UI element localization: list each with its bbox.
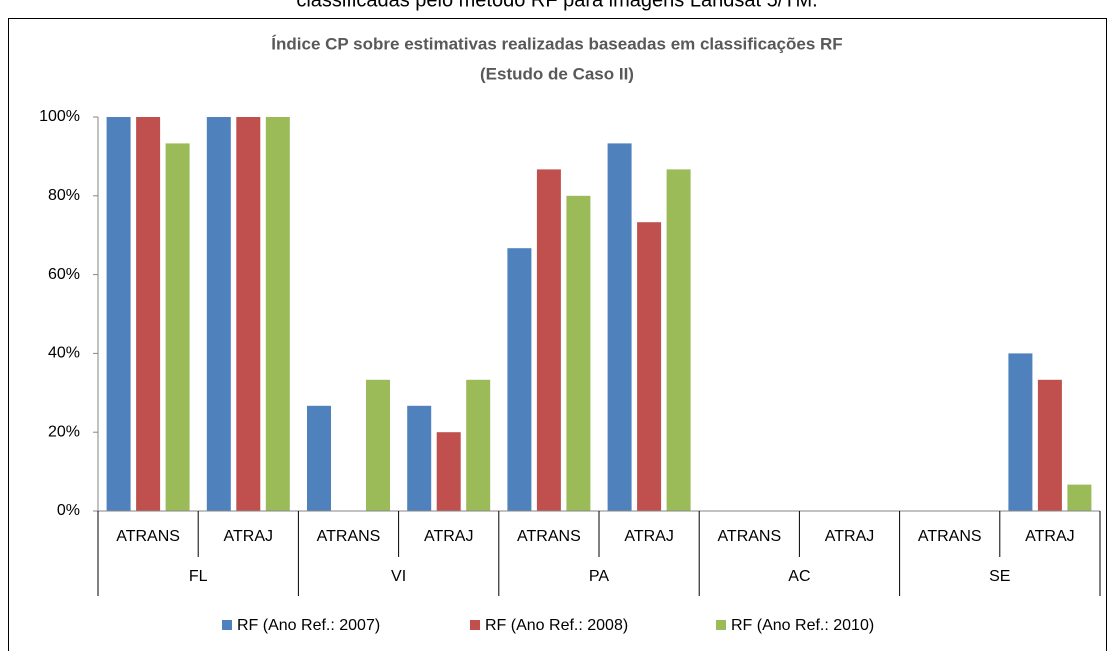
bar <box>666 169 691 512</box>
bar <box>407 405 432 511</box>
bar <box>607 143 632 511</box>
legend-swatch <box>716 620 726 630</box>
bar <box>366 379 390 511</box>
bar <box>1037 379 1062 511</box>
bar <box>106 117 131 511</box>
x-tick-label: ATRANS <box>918 528 982 545</box>
bar <box>507 248 532 511</box>
x-group-label: SE <box>989 568 1010 585</box>
x-tick-label: ATRANS <box>116 528 180 545</box>
x-group-label: VI <box>391 568 406 585</box>
bar <box>236 117 261 511</box>
bar <box>307 405 331 511</box>
x-tick-label: ATRANS <box>717 528 781 545</box>
bar <box>566 195 591 512</box>
legend-swatch <box>222 620 232 630</box>
x-tick-label: ATRAJ <box>224 528 273 545</box>
bar <box>136 117 161 511</box>
y-tick-label: 0% <box>57 502 80 519</box>
bar <box>1067 484 1092 511</box>
y-tick-label: 100% <box>39 108 80 125</box>
bar <box>637 222 662 511</box>
x-group-label: FL <box>189 568 208 585</box>
x-group-label: PA <box>589 568 609 585</box>
bar <box>206 117 231 511</box>
legend-label: RF (Ano Ref.: 2007) <box>237 617 380 634</box>
x-tick-label: ATRANS <box>317 528 381 545</box>
x-tick-label: ATRAJ <box>825 528 874 545</box>
bar <box>265 117 290 511</box>
chart-title: Índice CP sobre estimativas realizadas b… <box>271 34 842 53</box>
bar <box>536 169 561 512</box>
x-group-label: AC <box>788 568 810 585</box>
caption: classificadas pelo método RF para imagen… <box>296 0 817 11</box>
chart-title: (Estudo de Caso II) <box>480 64 634 83</box>
y-tick-label: 80% <box>48 187 80 204</box>
legend-label: RF (Ano Ref.: 2010) <box>731 617 874 634</box>
bar <box>165 143 190 511</box>
legend-swatch <box>470 620 480 630</box>
bar <box>436 432 461 511</box>
bar <box>466 379 491 511</box>
x-tick-label: ATRAJ <box>624 528 673 545</box>
legend-label: RF (Ano Ref.: 2008) <box>485 617 628 634</box>
y-tick-label: 20% <box>48 423 80 440</box>
y-tick-label: 60% <box>48 266 80 283</box>
bar <box>1008 353 1033 511</box>
x-tick-label: ATRAJ <box>424 528 473 545</box>
y-tick-label: 40% <box>48 345 80 362</box>
x-tick-label: ATRAJ <box>1025 528 1074 545</box>
x-tick-label: ATRANS <box>517 528 581 545</box>
